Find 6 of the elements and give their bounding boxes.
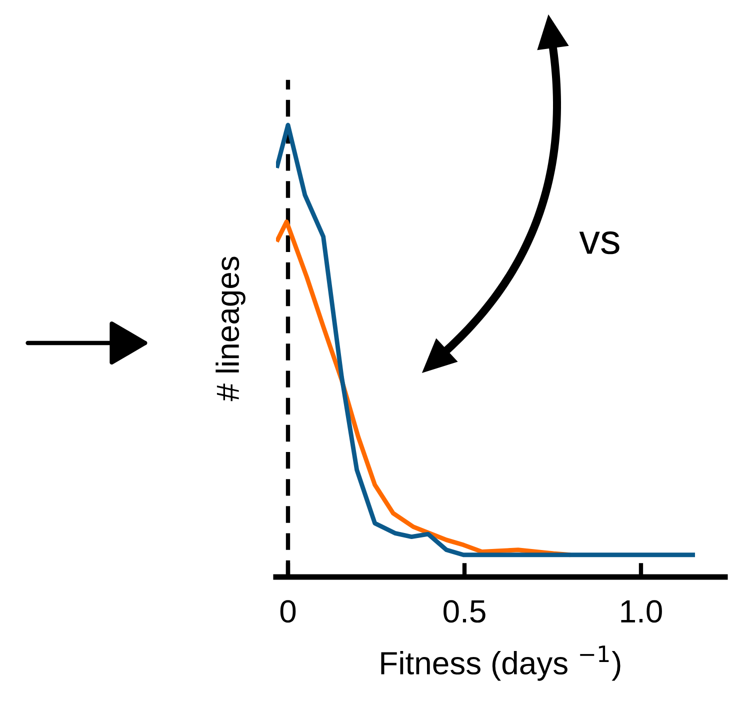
annotation: vs	[579, 231, 620, 254]
y-axis-title: # lineages	[216, 256, 246, 402]
x-tick-label: 0.5	[444, 600, 486, 623]
x-tick-label: 1.0	[621, 600, 662, 623]
x-axis-title: Fitness (days $^{−1}$)	[381, 646, 620, 681]
x-tick-label: 0	[280, 600, 296, 623]
